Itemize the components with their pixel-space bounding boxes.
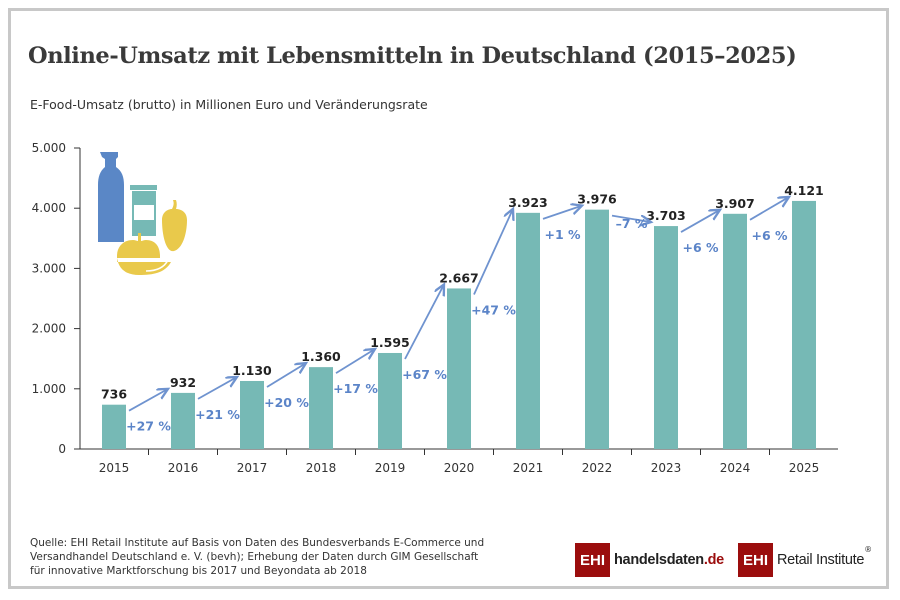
x-tick-label: 2024 bbox=[720, 461, 751, 475]
bar-2017 bbox=[240, 380, 264, 449]
value-label-2015: 736 bbox=[101, 387, 127, 402]
change-arrow bbox=[128, 389, 168, 412]
bar-2018 bbox=[309, 367, 333, 449]
y-tick-label: 0 bbox=[58, 442, 66, 456]
x-tick-label: 2021 bbox=[513, 461, 544, 475]
value-label-2025: 4.121 bbox=[784, 183, 824, 198]
value-label-2024: 3.907 bbox=[715, 196, 755, 211]
value-label-2022: 3.976 bbox=[577, 192, 617, 207]
change-label: +21 % bbox=[195, 407, 240, 422]
change-label: +6 % bbox=[751, 228, 788, 243]
bar-2025 bbox=[792, 200, 816, 449]
x-tick-label: 2015 bbox=[99, 461, 130, 475]
change-label: +67 % bbox=[402, 367, 447, 382]
change-arrow bbox=[404, 284, 444, 360]
x-tick-label: 2016 bbox=[168, 461, 199, 475]
change-label: +47 % bbox=[471, 302, 516, 317]
change-arrow bbox=[473, 209, 513, 295]
change-label: +20 % bbox=[264, 395, 309, 410]
value-label-2018: 1.360 bbox=[301, 349, 341, 364]
change-label: +6 % bbox=[682, 240, 719, 255]
value-label-2017: 1.130 bbox=[232, 363, 272, 378]
frame bbox=[8, 8, 889, 589]
y-tick-label: 3.000 bbox=[32, 261, 66, 275]
x-tick-label: 2023 bbox=[651, 461, 682, 475]
x-tick-label: 2018 bbox=[306, 461, 337, 475]
x-tick-label: 2025 bbox=[789, 461, 820, 475]
registered-mark: ® bbox=[864, 545, 873, 554]
change-label: –7 % bbox=[616, 216, 648, 231]
value-label-2016: 932 bbox=[170, 375, 196, 390]
bar-2024 bbox=[723, 213, 747, 449]
y-tick-label: 1.000 bbox=[32, 382, 66, 396]
chart-title: Online-Umsatz mit Lebensmitteln in Deuts… bbox=[28, 43, 797, 69]
bar-2023 bbox=[654, 226, 678, 449]
bar-2019 bbox=[378, 352, 402, 449]
value-label-2023: 3.703 bbox=[646, 208, 686, 223]
bar-2015 bbox=[102, 404, 126, 449]
ehi-retail-institute-logo[interactable]: EHI Retail Institute ® bbox=[738, 543, 872, 577]
change-arrow bbox=[749, 197, 789, 221]
handelsdaten-logo[interactable]: EHI handelsdaten.de bbox=[575, 543, 724, 577]
change-label: +1 % bbox=[544, 227, 581, 242]
ehi-logo-box: EHI bbox=[575, 543, 610, 577]
bar-2021 bbox=[516, 212, 540, 449]
ehi-logo-box: EHI bbox=[738, 543, 773, 577]
y-tick-label: 4.000 bbox=[32, 201, 66, 215]
change-arrow bbox=[542, 206, 582, 220]
retail-institute-text: Retail Institute bbox=[777, 552, 865, 568]
food-illustration-icon bbox=[98, 152, 187, 275]
chart-subtitle: E-Food-Umsatz (brutto) in Millionen Euro… bbox=[30, 97, 428, 112]
change-label: +17 % bbox=[333, 381, 378, 396]
x-tick-label: 2017 bbox=[237, 461, 268, 475]
x-tick-label: 2019 bbox=[375, 461, 406, 475]
bar-2022 bbox=[585, 209, 609, 449]
handelsdaten-text: handelsdaten bbox=[614, 552, 704, 568]
bar-2020 bbox=[447, 288, 471, 449]
value-label-2020: 2.667 bbox=[439, 270, 479, 285]
change-arrow bbox=[611, 214, 651, 222]
change-arrow bbox=[335, 349, 375, 374]
source-note: Quelle: EHI Retail Institute auf Basis v… bbox=[30, 537, 485, 577]
value-label-2021: 3.923 bbox=[508, 195, 548, 210]
x-tick-label: 2020 bbox=[444, 461, 475, 475]
y-tick-label: 5.000 bbox=[32, 141, 66, 155]
change-arrow bbox=[197, 377, 237, 400]
bar-2016 bbox=[171, 392, 195, 449]
x-tick-label: 2022 bbox=[582, 461, 613, 475]
change-label: +27 % bbox=[126, 419, 171, 434]
value-label-2019: 1.595 bbox=[370, 335, 410, 350]
change-arrow bbox=[266, 363, 306, 388]
y-tick-label: 2.000 bbox=[32, 322, 66, 336]
change-arrow bbox=[680, 210, 720, 233]
handelsdaten-tld: .de bbox=[703, 552, 724, 568]
